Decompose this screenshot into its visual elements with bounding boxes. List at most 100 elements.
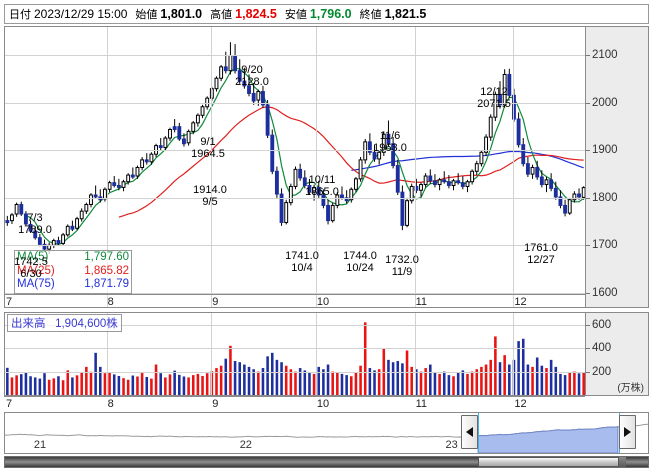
- candlestick: [75, 216, 79, 231]
- navigator-right-handle[interactable]: [619, 415, 637, 449]
- volume-bar-down: [322, 369, 325, 395]
- candlestick: [270, 129, 275, 175]
- candlestick: [330, 202, 335, 223]
- volume-tick-mark: [586, 324, 590, 326]
- candle-body-down: [321, 194, 326, 206]
- volume-bar-up: [89, 371, 93, 395]
- volume-bar-down: [456, 372, 460, 395]
- ma-legend-name: MA(25): [17, 264, 55, 277]
- candle-body-up: [186, 130, 191, 144]
- ma-legend-value: 1,865.82: [84, 264, 129, 277]
- navigator-left-handle[interactable]: [460, 415, 478, 449]
- ma-75-line: [351, 150, 584, 171]
- candlestick: [367, 133, 372, 156]
- volume-bar-down: [233, 361, 237, 395]
- volume-bar-up: [103, 373, 107, 395]
- high-label: 高値: [210, 9, 233, 21]
- scrollbar-end-cap[interactable]: [619, 457, 627, 467]
- volume-bar-up: [136, 376, 139, 395]
- candlestick: [298, 163, 303, 181]
- horizontal-scrollbar[interactable]: [4, 456, 649, 468]
- volume-bar-up: [359, 365, 362, 395]
- open-value: 1,801.0: [160, 7, 203, 21]
- navigator-year-label: 21: [33, 439, 47, 451]
- candle-body-up: [84, 203, 89, 212]
- candle-body-up: [465, 181, 470, 187]
- candle-body-up: [14, 203, 19, 215]
- candlestick: [484, 134, 489, 157]
- volume-bar-up: [363, 322, 367, 395]
- candle-body-down: [563, 204, 568, 214]
- range-navigator[interactable]: 21 22 23: [4, 412, 649, 454]
- candle-body-down: [433, 180, 437, 186]
- candlestick: [293, 166, 298, 190]
- volume-bar-down: [182, 376, 186, 395]
- candle-body-down: [302, 177, 307, 187]
- candle-body-down: [525, 163, 530, 175]
- volume-bar-down: [540, 365, 544, 395]
- volume-bar-up: [140, 372, 144, 395]
- volume-bar-down: [270, 352, 274, 395]
- volume-legend-value: 1,904,600株: [55, 318, 118, 330]
- volume-plot-area[interactable]: [5, 313, 585, 395]
- volume-bar-up: [466, 373, 469, 395]
- low-value: 1,796.0: [309, 7, 352, 21]
- scrollbar-thumb[interactable]: [477, 457, 620, 467]
- candlestick: [33, 227, 38, 240]
- candle-body-down: [130, 174, 135, 178]
- candlestick: [135, 165, 140, 179]
- price-tick-mark: [586, 292, 590, 294]
- candlestick: [581, 186, 585, 200]
- volume-bar-down: [38, 378, 42, 395]
- candle-body-up: [330, 204, 335, 222]
- candlestick: [163, 136, 168, 151]
- volume-bar-down: [401, 363, 404, 395]
- price-plot-area[interactable]: [5, 27, 585, 307]
- moving-average-legend: MA(5) 1,797.60 MA(25) 1,865.82 MA(75) 1,871.7…: [14, 250, 132, 294]
- volume-bar-down: [498, 362, 502, 395]
- volume-x-axis-months: 7 8 9 10 11 12: [4, 398, 649, 411]
- volume-bar-up: [312, 373, 316, 395]
- volume-bar-up: [284, 365, 288, 395]
- price-tick-label: 2100: [592, 49, 618, 62]
- volume-bar-down: [243, 364, 246, 395]
- candle-body-up: [409, 185, 414, 202]
- candlestick: [307, 178, 312, 195]
- candle-body-up: [544, 179, 549, 186]
- candlestick: [65, 224, 70, 237]
- candlestick: [195, 113, 200, 127]
- navigator-year-label: 22: [239, 439, 252, 451]
- candlestick: [126, 173, 131, 185]
- candle-body-down: [177, 126, 182, 140]
- price-chart-panel[interactable]: 2100 2000 1900 1800 1700 1600 MA(5) 1,797.60 MA…: [4, 26, 649, 308]
- candlestick: [182, 133, 186, 147]
- close-value: 1,821.5: [384, 7, 427, 21]
- candlestick: [200, 104, 205, 119]
- volume-bar-down: [429, 364, 432, 395]
- candlestick: [172, 119, 177, 133]
- volume-unit-label: (万株): [617, 383, 644, 394]
- volume-bar-down: [43, 373, 46, 395]
- candle-body-up: [423, 175, 428, 186]
- candle-body-down: [498, 93, 502, 106]
- candle-body-down: [112, 182, 117, 187]
- volume-bar-up: [61, 380, 65, 395]
- price-tick-label: 1800: [592, 191, 618, 204]
- volume-bar-down: [559, 373, 562, 395]
- volume-bar-down: [526, 364, 530, 395]
- candlestick: [288, 183, 293, 206]
- volume-bar-up: [229, 345, 232, 395]
- volume-bar-down: [224, 358, 228, 395]
- candle-body-down: [428, 175, 433, 182]
- candlestick: [456, 173, 461, 185]
- navigator-left-edge: [477, 413, 479, 453]
- volume-bar-down: [238, 362, 242, 395]
- volume-chart-panel[interactable]: (万株) 600 400 200 出来高 1,904,600株: [4, 312, 649, 396]
- candle-body-down: [391, 143, 396, 167]
- candlestick: [89, 193, 93, 208]
- volume-bar-up: [438, 373, 441, 395]
- ma-legend-row: MA(75) 1,871.79: [17, 278, 129, 292]
- candle-body-up: [530, 166, 535, 175]
- navigator-year-label: 23: [445, 439, 458, 451]
- volume-bar-up: [545, 368, 548, 395]
